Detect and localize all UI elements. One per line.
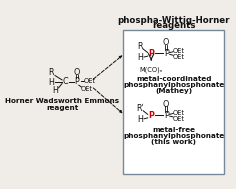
Text: reagent: reagent [46,105,78,111]
Text: OEt: OEt [173,48,185,54]
Text: OEt: OEt [81,86,93,92]
Text: H: H [138,115,143,124]
Text: OEt: OEt [173,116,185,122]
Text: (Mathey): (Mathey) [155,88,192,94]
Text: P: P [164,111,169,120]
Text: O: O [74,68,80,77]
Text: H: H [49,78,55,87]
Text: (this work): (this work) [151,139,196,145]
Text: C: C [63,77,68,86]
Text: metal-coordinated: metal-coordinated [136,76,211,82]
Text: P: P [75,77,80,86]
Text: phospha-Wittig-Horner: phospha-Wittig-Horner [118,15,230,25]
Text: phosphanylphosphonate: phosphanylphosphonate [123,82,224,88]
Text: H: H [138,53,143,62]
Text: OEt: OEt [173,110,185,116]
Text: P: P [164,49,169,58]
Text: O: O [163,100,169,109]
Text: metal-free: metal-free [152,127,195,133]
Text: O: O [163,38,169,47]
Text: M(CO)ₙ: M(CO)ₙ [139,66,163,73]
FancyBboxPatch shape [123,30,224,174]
Text: phosphanylphosphonate: phosphanylphosphonate [123,133,224,139]
Text: P: P [148,49,154,58]
Text: P: P [148,111,154,120]
Text: Rʹ: Rʹ [136,104,143,113]
Text: OEt: OEt [83,78,95,84]
Text: R: R [49,68,54,77]
Text: H: H [52,86,58,95]
Text: Horner Wadsworth Emmons: Horner Wadsworth Emmons [5,98,119,104]
Text: reagents: reagents [152,21,195,30]
Text: OEt: OEt [173,54,185,60]
Text: R: R [137,42,143,51]
